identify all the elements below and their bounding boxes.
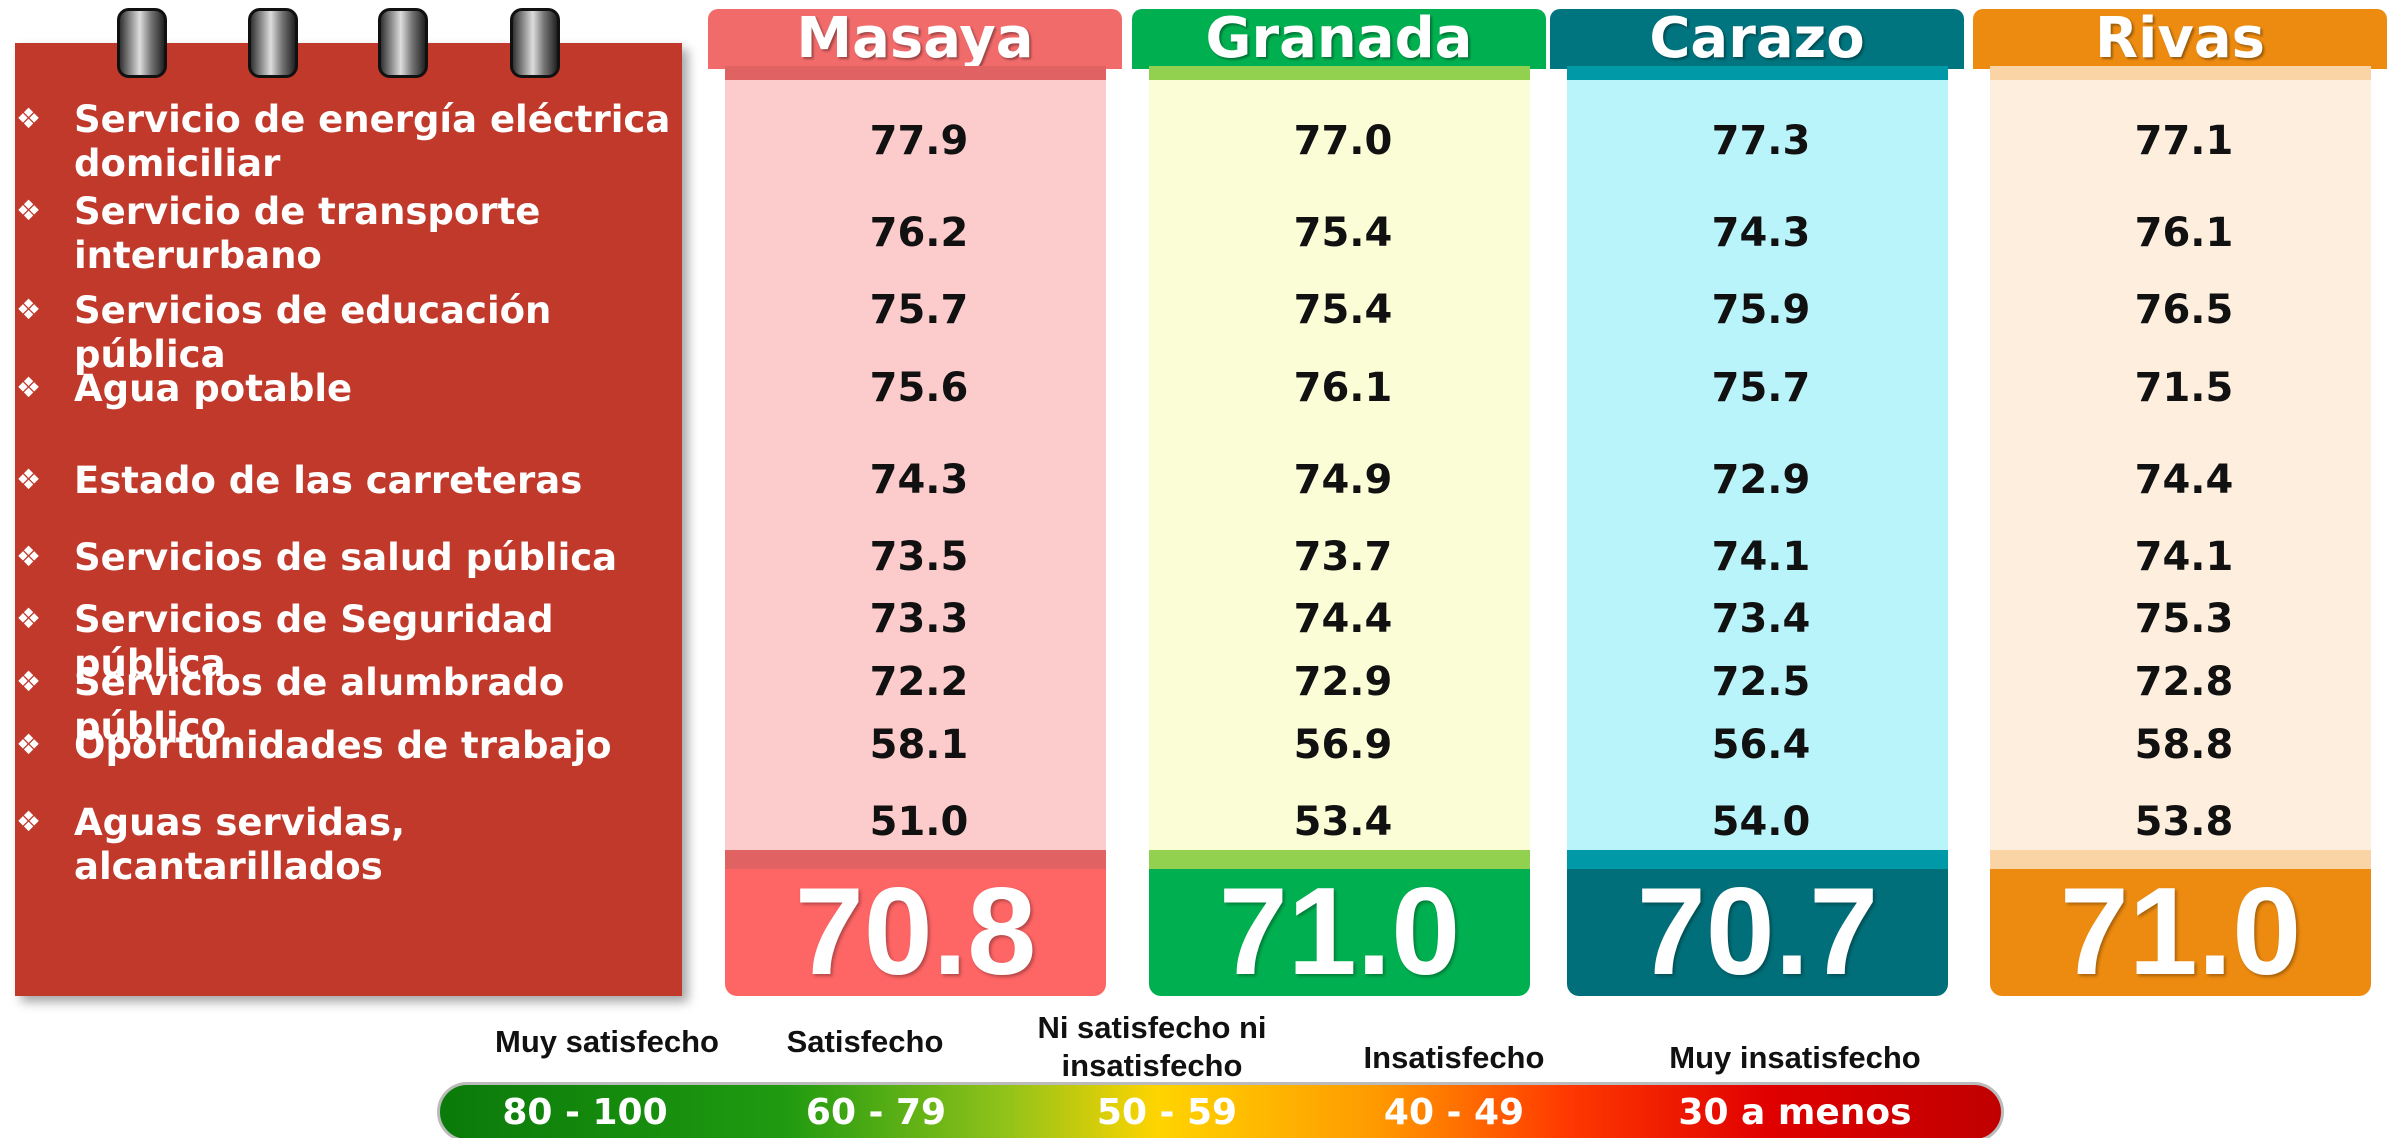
region-value: 73.4 bbox=[1661, 596, 1861, 642]
legend-range: 60 - 79 bbox=[726, 1092, 1026, 1133]
bullet: ❖ bbox=[16, 540, 41, 573]
region-value: 54.0 bbox=[1661, 799, 1861, 845]
region-value: 75.9 bbox=[1661, 287, 1861, 333]
infographic: ❖ Servicio de energía eléctricadomiciliar… bbox=[0, 0, 2402, 1138]
service-line: Servicio de energía eléctrica bbox=[74, 98, 674, 142]
service-line: Estado de las carreteras bbox=[74, 459, 674, 503]
header-strip bbox=[725, 66, 1106, 80]
region-value: 53.8 bbox=[2084, 799, 2284, 845]
service-line: Agua potable bbox=[74, 367, 674, 411]
region-value: 73.3 bbox=[819, 596, 1019, 642]
bullet: ❖ bbox=[16, 463, 41, 496]
bullet: ❖ bbox=[16, 371, 41, 404]
legend-range: 40 - 49 bbox=[1304, 1092, 1604, 1133]
region-value: 58.8 bbox=[2084, 722, 2284, 768]
service-label: Servicio de energía eléctricadomiciliar bbox=[74, 98, 674, 186]
ring bbox=[510, 8, 560, 78]
bullet: ❖ bbox=[16, 194, 41, 227]
region-value: 75.4 bbox=[1243, 287, 1443, 333]
region-value: 72.2 bbox=[819, 659, 1019, 705]
legend-line: insatisfecho bbox=[992, 1047, 1312, 1085]
region-value: 56.9 bbox=[1243, 722, 1443, 768]
service-line: Servicios de educación pública bbox=[74, 289, 674, 377]
region-value: 74.4 bbox=[2084, 457, 2284, 503]
region-value: 74.3 bbox=[819, 457, 1019, 503]
region-value: 76.1 bbox=[2084, 210, 2284, 256]
header-strip bbox=[1567, 66, 1948, 80]
region-value: 74.1 bbox=[1661, 534, 1861, 580]
region-value: 74.1 bbox=[2084, 534, 2284, 580]
region-value: 74.3 bbox=[1661, 210, 1861, 256]
region-value: 72.9 bbox=[1661, 457, 1861, 503]
region-value: 72.5 bbox=[1661, 659, 1861, 705]
region-value: 72.8 bbox=[2084, 659, 2284, 705]
region-value: 56.4 bbox=[1661, 722, 1861, 768]
service-line: Aguas servidas, alcantarillados bbox=[74, 801, 674, 889]
region-header: Carazo bbox=[1550, 9, 1964, 69]
legend-line: Muy insatisfecho bbox=[1635, 1039, 1955, 1077]
region-value: 74.4 bbox=[1243, 596, 1443, 642]
region-value: 73.5 bbox=[819, 534, 1019, 580]
region-value: 71.5 bbox=[2084, 365, 2284, 411]
service-label: Servicios de salud pública bbox=[74, 536, 674, 580]
region-header: Granada bbox=[1132, 9, 1546, 69]
service-line: Servicio de transporte bbox=[74, 190, 674, 234]
ring bbox=[248, 8, 298, 78]
region-value: 76.2 bbox=[819, 210, 1019, 256]
region-total: 71.0 bbox=[1990, 869, 2371, 996]
legend-line: Ni satisfecho ni bbox=[992, 1009, 1312, 1047]
region-value: 75.7 bbox=[819, 287, 1019, 333]
bullet: ❖ bbox=[16, 728, 41, 761]
region-value: 74.9 bbox=[1243, 457, 1443, 503]
legend-line: Satisfecho bbox=[705, 1023, 1025, 1061]
region-header: Masaya bbox=[708, 9, 1122, 69]
ring bbox=[117, 8, 167, 78]
region-value: 51.0 bbox=[819, 799, 1019, 845]
header-strip bbox=[1149, 66, 1530, 80]
bullet: ❖ bbox=[16, 665, 41, 698]
region-value: 75.3 bbox=[2084, 596, 2284, 642]
legend-line: Insatisfecho bbox=[1294, 1039, 1614, 1077]
region-value: 77.0 bbox=[1243, 118, 1443, 164]
service-line: Servicios de salud pública bbox=[74, 536, 674, 580]
service-label: Estado de las carreteras bbox=[74, 459, 674, 503]
legend-range: 80 - 100 bbox=[435, 1092, 735, 1133]
region-value: 77.9 bbox=[819, 118, 1019, 164]
legend-label: Insatisfecho bbox=[1294, 1039, 1614, 1077]
legend-range: 50 - 59 bbox=[1017, 1092, 1317, 1133]
header-strip bbox=[1990, 66, 2371, 80]
service-label: Aguas servidas, alcantarillados bbox=[74, 801, 674, 889]
region-total: 70.7 bbox=[1567, 869, 1948, 996]
region-value: 53.4 bbox=[1243, 799, 1443, 845]
service-line: Oportunidades de trabajo bbox=[74, 724, 674, 768]
region-value: 58.1 bbox=[819, 722, 1019, 768]
service-label: Servicios de educación pública bbox=[74, 289, 674, 377]
region-value: 73.7 bbox=[1243, 534, 1443, 580]
region-header: Rivas bbox=[1973, 9, 2387, 69]
bullet: ❖ bbox=[16, 805, 41, 838]
legend-range: 30 a menos bbox=[1645, 1092, 1945, 1133]
region-value: 72.9 bbox=[1243, 659, 1443, 705]
bullet: ❖ bbox=[16, 102, 41, 135]
region-value: 75.7 bbox=[1661, 365, 1861, 411]
region-total: 71.0 bbox=[1149, 869, 1530, 996]
legend-label: Satisfecho bbox=[705, 1023, 1025, 1061]
bullet: ❖ bbox=[16, 293, 41, 326]
region-value: 76.1 bbox=[1243, 365, 1443, 411]
service-line: interurbano bbox=[74, 234, 674, 278]
region-value: 77.3 bbox=[1661, 118, 1861, 164]
legend-label: Muy insatisfecho bbox=[1635, 1039, 1955, 1077]
ring bbox=[378, 8, 428, 78]
region-value: 75.6 bbox=[819, 365, 1019, 411]
region-value: 75.4 bbox=[1243, 210, 1443, 256]
region-value: 76.5 bbox=[2084, 287, 2284, 333]
service-line: domiciliar bbox=[74, 142, 674, 186]
bullet: ❖ bbox=[16, 602, 41, 635]
region-total: 70.8 bbox=[725, 869, 1106, 996]
region-value: 77.1 bbox=[2084, 118, 2284, 164]
service-label: Agua potable bbox=[74, 367, 674, 411]
service-label: Oportunidades de trabajo bbox=[74, 724, 674, 768]
